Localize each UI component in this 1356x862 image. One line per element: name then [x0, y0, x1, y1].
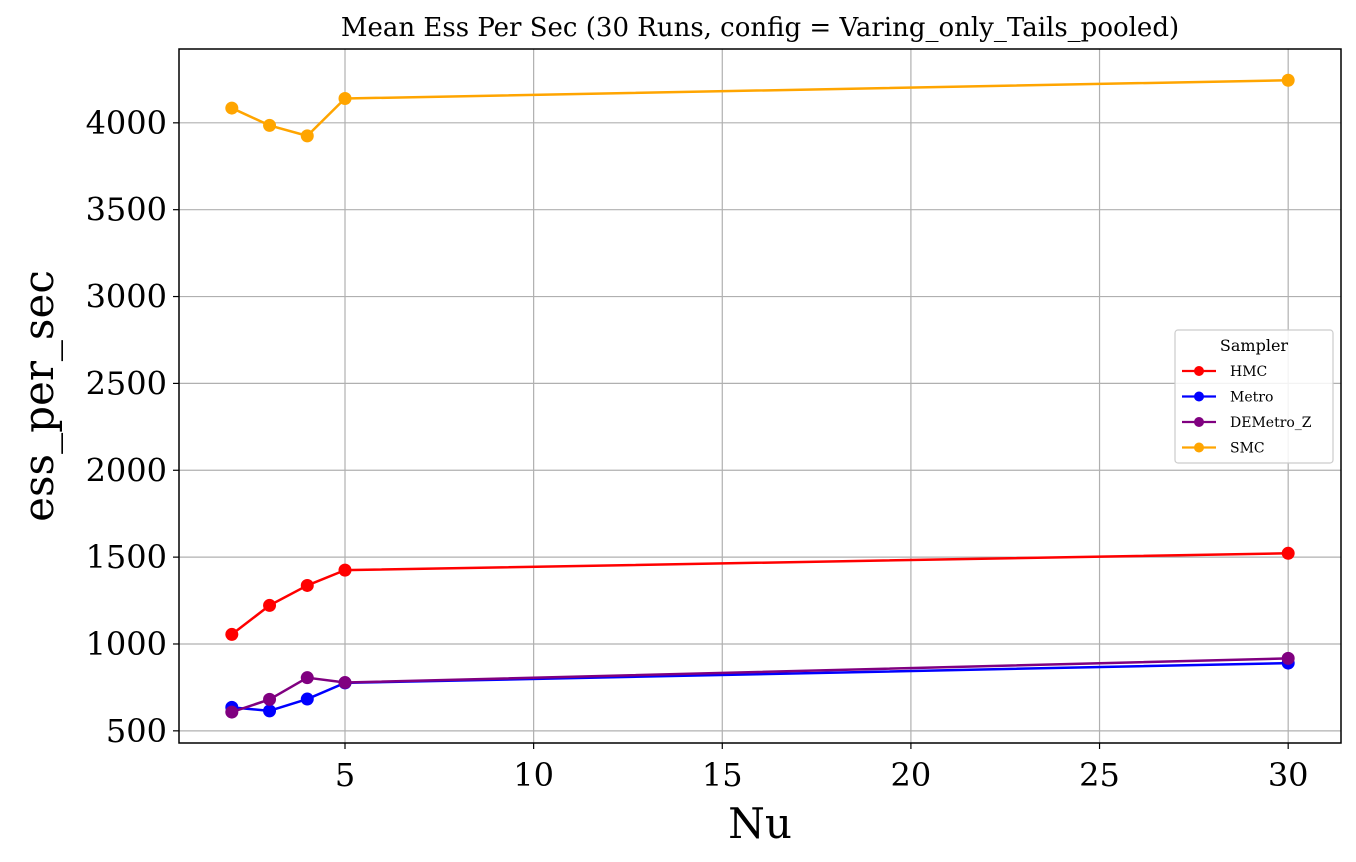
series-demetro-z	[225, 651, 1295, 719]
data-point	[263, 692, 277, 706]
data-point	[225, 101, 239, 115]
data-point	[263, 598, 277, 612]
data-point	[338, 563, 352, 577]
y-tick-label: 1000	[86, 625, 167, 663]
series-line	[231, 79, 1289, 138]
x-axis-label: Nu	[728, 799, 792, 848]
x-tick-label: 25	[1079, 756, 1120, 794]
x-tick-label: 10	[513, 756, 554, 794]
legend: Sampler HMC Metro DEMetro_Z SMC	[1174, 329, 1334, 464]
series-smc	[225, 73, 1295, 143]
data-point	[1281, 546, 1295, 560]
chart-title: Mean Ess Per Sec (30 Runs, config = Vari…	[341, 13, 1179, 43]
legend-item: SMC	[1182, 441, 1265, 457]
y-tick-label: 500	[106, 712, 167, 750]
x-tick-label: 15	[702, 756, 743, 794]
legend-marker	[1194, 366, 1204, 376]
legend-label: HMC	[1230, 364, 1267, 380]
data-point	[300, 578, 314, 592]
legend-label: Metro	[1230, 390, 1273, 406]
series-hmc	[225, 546, 1295, 641]
x-tick-label: 20	[891, 756, 932, 794]
data-point	[300, 671, 314, 685]
data-point	[338, 92, 352, 106]
y-tick-label: 4000	[86, 104, 167, 142]
y-axis-label: ess_per_sec	[14, 270, 63, 522]
x-tick-label: 5	[335, 756, 355, 794]
data-point	[225, 627, 239, 641]
data-point	[338, 676, 352, 690]
series-line	[231, 552, 1289, 636]
legend-box	[1174, 329, 1334, 464]
y-tick-label: 2500	[86, 364, 167, 402]
data-point	[225, 705, 239, 719]
y-axis-ticks: 500 1000 1500 2000 2500 3000 3500 4000	[86, 104, 179, 750]
legend-marker	[1194, 391, 1204, 402]
series-metro	[225, 656, 1295, 718]
y-tick-label: 2000	[86, 451, 167, 489]
data-point	[300, 692, 314, 706]
legend-marker	[1194, 442, 1204, 453]
series-line	[231, 661, 1289, 713]
legend-item: HMC	[1182, 364, 1267, 380]
legend-label: DEMetro_Z	[1230, 415, 1312, 431]
legend-marker	[1194, 417, 1204, 427]
y-tick-label: 3500	[86, 191, 167, 229]
data-point	[263, 704, 277, 718]
y-tick-label: 1500	[86, 538, 167, 576]
legend-label: SMC	[1230, 441, 1265, 457]
legend-item: Metro	[1182, 390, 1273, 406]
plot-series	[225, 73, 1295, 719]
data-point	[263, 118, 277, 132]
data-point	[1281, 73, 1295, 87]
grid	[179, 49, 1341, 743]
x-axis-ticks: 5 10 15 20 25 30	[335, 743, 1309, 794]
data-point	[1281, 651, 1295, 665]
legend-item: DEMetro_Z	[1182, 415, 1312, 431]
y-tick-label: 3000	[86, 278, 167, 316]
legend-title: Sampler	[1220, 336, 1289, 355]
data-point	[300, 129, 314, 143]
plot-frame	[178, 48, 1342, 744]
x-tick-label: 30	[1268, 756, 1309, 794]
